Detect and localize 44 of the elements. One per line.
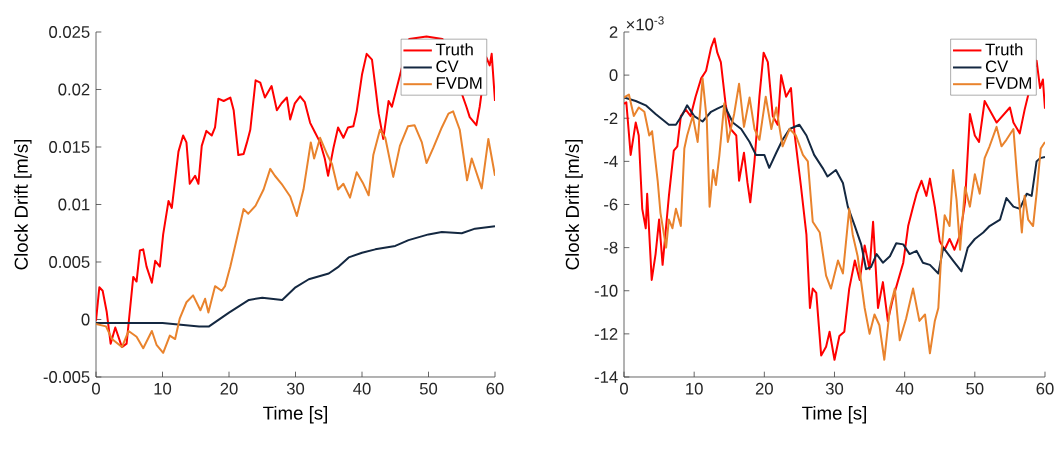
x-tick-label: 30 [286,382,305,395]
legend-label: CV [436,60,459,73]
line-series [624,96,1045,275]
x-tick-label: 30 [825,382,844,395]
y-axis-title: Clock Drift [m/s] [14,140,32,270]
y-tick-label: 0.005 [49,256,90,268]
x-tick-label: 0 [92,382,100,395]
x-tick-label: 10 [686,382,703,395]
y-tick-label: 2 [609,26,618,38]
legend-label: Truth [985,43,1023,56]
x-tick-label: 50 [419,382,438,395]
y-tick-label: 0.015 [49,141,90,153]
x-tick-label: 10 [154,382,172,395]
y-tick-label: 0.025 [49,26,90,38]
x-tick-label: 0 [620,382,628,395]
legend-label: FVDM [986,77,1031,89]
y-tick-label: 0.02 [58,83,90,96]
y-tick-label: -0.005 [43,371,90,383]
y-tick-label: -2 [604,112,618,125]
y-tick-label: -14 [594,371,618,383]
y-tick-label: 0.01 [58,198,90,211]
x-tick-label: 50 [966,382,984,395]
x-axis-title: Time [s] [802,405,866,424]
legend-label: Truth [435,43,473,56]
y-tick-label: 0 [609,69,618,82]
x-tick-label: 60 [1036,382,1054,395]
x-tick-label: 60 [486,382,504,395]
line-series [96,35,495,349]
x-tick-label: 20 [755,382,773,395]
text: ×10$^{-3}$ [626,16,664,31]
x-tick-label: 40 [353,382,371,395]
legend-label: CV [985,60,1009,73]
line-series [96,225,495,328]
y-tick-label: -6 [604,198,618,211]
x-tick-label: 40 [895,382,914,395]
x-tick-label: 20 [220,382,238,395]
y-tick-label: -12 [594,328,618,340]
y-axis-title: Clock Drift [m/s] [565,140,583,270]
y-tick-label: 0 [81,313,90,326]
x-axis-title: Time [s] [263,405,327,424]
y-tick-label: -4 [604,155,618,168]
legend-label: FVDM [436,77,482,89]
y-tick-label: -8 [604,241,618,254]
y-tick-label: -10 [594,284,618,297]
